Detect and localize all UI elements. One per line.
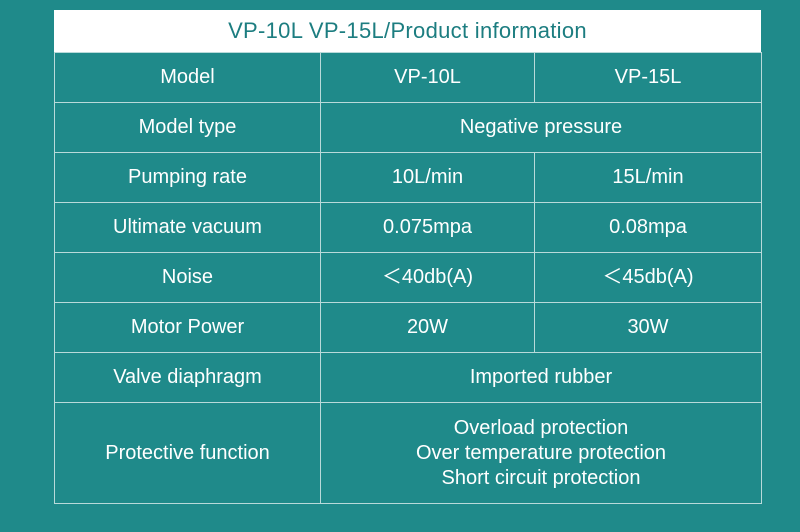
table-row-valve-diaphragm: Valve diaphragm Imported rubber: [54, 352, 762, 403]
noise-vp15l: ＜45db(A): [534, 252, 762, 303]
table-row-model: Model VP-10L VP-15L: [54, 52, 762, 103]
row-label-protective-function: Protective function: [54, 402, 321, 504]
protection-item-over-temperature: Over temperature protection: [415, 441, 667, 464]
table-row-model-type: Model type Negative pressure: [54, 102, 762, 153]
pumping-rate-vp10l: 10L/min: [320, 152, 535, 203]
row-label-motor-power: Motor Power: [54, 302, 321, 353]
product-info-panel: VP-10L VP-15L/Product information Model …: [54, 10, 762, 504]
row-label-valve-diaphragm: Valve diaphragm: [54, 352, 321, 403]
protective-function-value: Overload protection Over temperature pro…: [320, 402, 762, 504]
noise-vp10l: ＜40db(A): [320, 252, 535, 303]
protection-item-short-circuit: Short circuit protection: [441, 466, 641, 489]
row-label-model-type: Model type: [54, 102, 321, 153]
page-title: VP-10L VP-15L/Product information: [54, 10, 761, 52]
table-row-protective-function: Protective function Overload protection …: [54, 402, 762, 504]
model-type-value: Negative pressure: [320, 102, 762, 153]
pumping-rate-vp15l: 15L/min: [534, 152, 762, 203]
row-label-ultimate-vacuum: Ultimate vacuum: [54, 202, 321, 253]
valve-diaphragm-value: Imported rubber: [320, 352, 762, 403]
table-row-noise: Noise ＜40db(A) ＜45db(A): [54, 252, 762, 303]
motor-power-vp15l: 30W: [534, 302, 762, 353]
table-row-motor-power: Motor Power 20W 30W: [54, 302, 762, 353]
model-vp15l-header: VP-15L: [534, 52, 762, 103]
motor-power-vp10l: 20W: [320, 302, 535, 353]
model-vp10l-header: VP-10L: [320, 52, 535, 103]
table-row-pumping-rate: Pumping rate 10L/min 15L/min: [54, 152, 762, 203]
protection-item-overload: Overload protection: [453, 416, 629, 439]
row-label-noise: Noise: [54, 252, 321, 303]
row-label-pumping-rate: Pumping rate: [54, 152, 321, 203]
ultimate-vacuum-vp15l: 0.08mpa: [534, 202, 762, 253]
spec-table: Model VP-10L VP-15L Model type Negative …: [54, 52, 762, 504]
row-label-model: Model: [54, 52, 321, 103]
ultimate-vacuum-vp10l: 0.075mpa: [320, 202, 535, 253]
table-row-ultimate-vacuum: Ultimate vacuum 0.075mpa 0.08mpa: [54, 202, 762, 253]
